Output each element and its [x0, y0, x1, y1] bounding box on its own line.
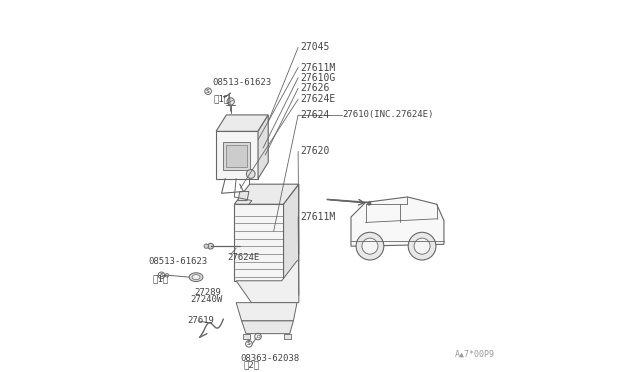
Text: 27619: 27619 [187, 317, 214, 326]
Text: S: S [247, 341, 251, 346]
Text: 27626: 27626 [300, 83, 330, 93]
Text: 27620: 27620 [300, 146, 330, 156]
Circle shape [408, 232, 436, 260]
Ellipse shape [189, 273, 203, 282]
Polygon shape [234, 184, 299, 204]
Text: A▲7*00P9: A▲7*00P9 [455, 350, 495, 359]
Polygon shape [238, 192, 249, 201]
Circle shape [165, 273, 169, 277]
Text: 、1。: 、1。 [213, 94, 229, 103]
Polygon shape [351, 197, 444, 246]
Text: 08513-61623: 08513-61623 [148, 257, 208, 266]
Circle shape [208, 243, 214, 249]
Circle shape [204, 244, 209, 248]
Circle shape [246, 170, 255, 178]
Polygon shape [216, 131, 258, 179]
Text: S: S [159, 273, 163, 278]
Circle shape [368, 202, 371, 205]
Polygon shape [234, 204, 284, 281]
Polygon shape [284, 184, 299, 281]
Polygon shape [258, 115, 268, 179]
Text: S: S [206, 89, 210, 94]
Polygon shape [242, 321, 293, 334]
Circle shape [414, 238, 430, 254]
Polygon shape [236, 303, 297, 321]
Text: 27611M: 27611M [300, 212, 335, 222]
Polygon shape [223, 142, 250, 170]
Polygon shape [243, 334, 250, 339]
Text: 27624: 27624 [300, 110, 330, 120]
Text: 27611M: 27611M [300, 62, 335, 73]
Polygon shape [236, 261, 299, 303]
Text: 27624E: 27624E [300, 94, 335, 104]
Text: 08513-61623: 08513-61623 [212, 78, 271, 87]
Circle shape [356, 232, 384, 260]
Polygon shape [216, 115, 268, 131]
Text: 27610G: 27610G [300, 73, 335, 83]
Text: 、1。: 、1。 [152, 274, 168, 283]
Text: 27624E: 27624E [227, 253, 259, 262]
Polygon shape [284, 334, 291, 339]
Text: 、2。: 、2。 [243, 360, 260, 369]
Text: 27610(INC.27624E): 27610(INC.27624E) [342, 110, 434, 119]
Text: 27045: 27045 [300, 42, 330, 52]
Text: 08363-62038: 08363-62038 [241, 354, 300, 363]
Circle shape [227, 98, 234, 105]
Polygon shape [225, 145, 247, 167]
Ellipse shape [192, 275, 200, 280]
Text: 27240W: 27240W [191, 295, 223, 304]
Text: 27289: 27289 [194, 288, 221, 297]
Circle shape [362, 238, 378, 254]
